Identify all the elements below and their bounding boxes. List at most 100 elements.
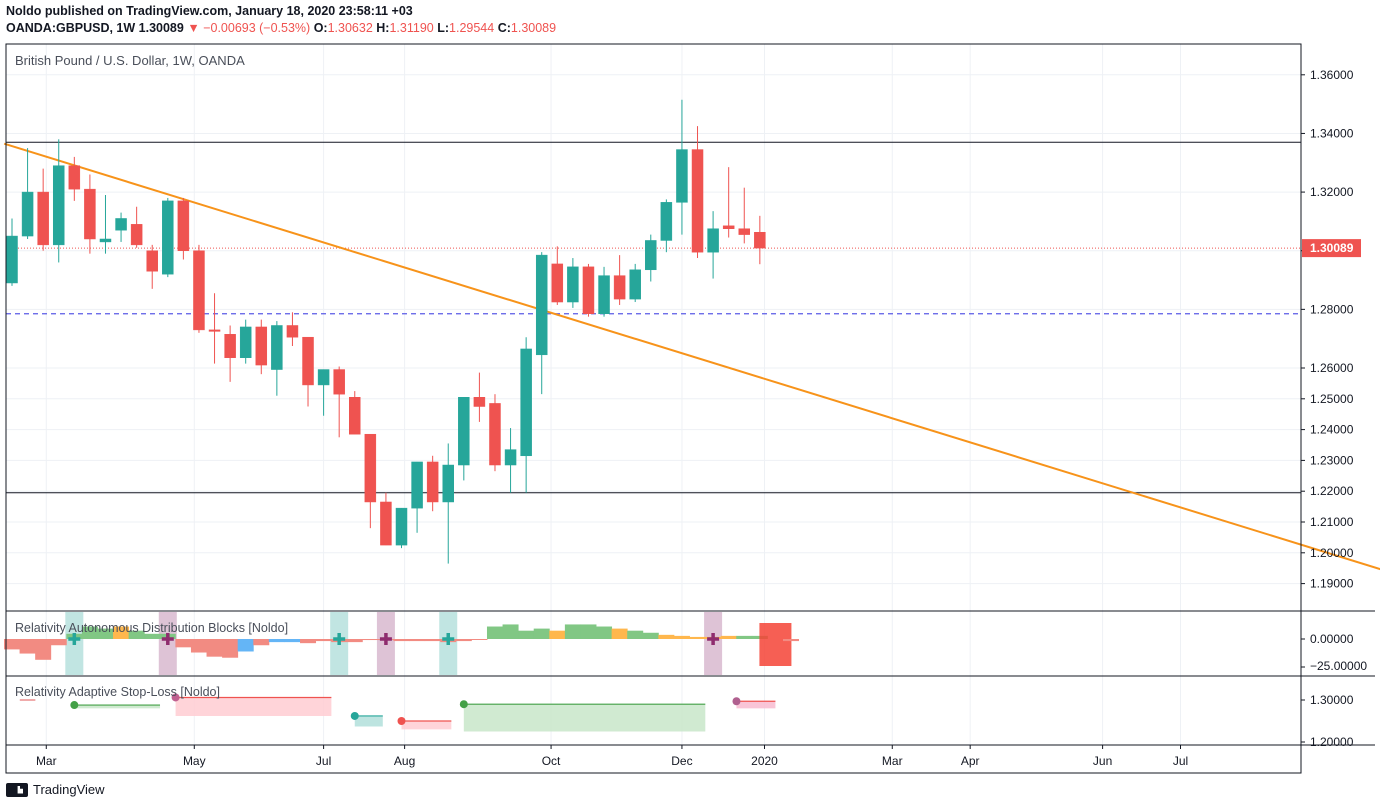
candle-body: [738, 228, 751, 235]
distribution-bar: [502, 624, 519, 639]
distribution-bar: [471, 639, 488, 640]
candle: [707, 211, 719, 279]
y-tick-label: 1.19000: [1310, 577, 1354, 591]
candle: [629, 263, 641, 303]
x-tick-label: May: [183, 754, 206, 768]
candle-body: [442, 464, 454, 503]
distribution-bar: [206, 639, 223, 657]
distribution-bar: [783, 639, 799, 642]
candle-body: [6, 235, 18, 284]
candle-body: [146, 250, 158, 272]
candle: [21, 148, 34, 239]
distribution-bar: [759, 623, 792, 666]
candle: [722, 167, 735, 238]
candle: [473, 372, 486, 422]
y-tick-label: 1.26000: [1310, 361, 1354, 375]
distribution-bar: [19, 639, 36, 654]
candle: [208, 293, 221, 364]
low-value: 1.29544: [449, 21, 495, 35]
y-tick-label: 1.32000: [1310, 185, 1354, 199]
distribution-bar: [237, 639, 254, 652]
distribution-bar: [144, 633, 161, 639]
ohlc-line: OANDA:GBPUSD, 1W 1.30089 ▼ −0.00693 (−0.…: [6, 20, 556, 37]
candle-body: [162, 200, 174, 275]
distribution-bar: [455, 639, 472, 642]
candle: [738, 187, 751, 244]
candle-body: [380, 501, 392, 546]
distribution-bar: [580, 624, 597, 639]
x-tick-label: Dec: [671, 754, 692, 768]
distribution-bar: [35, 639, 52, 660]
candle: [239, 319, 252, 364]
candle-body: [473, 397, 486, 407]
candle-body: [691, 149, 704, 253]
candle-body: [613, 275, 626, 300]
distribution-bar: [362, 639, 379, 641]
distribution-bar: [642, 632, 659, 639]
sell-cross-icon: [707, 633, 720, 645]
distribution-bar: [736, 635, 753, 639]
candle-body: [115, 218, 127, 231]
candle: [411, 461, 423, 533]
candle-body: [271, 325, 283, 370]
candle: [489, 394, 501, 472]
x-tick-label: 2020: [751, 754, 778, 768]
stop-loss-dot: [350, 711, 359, 720]
y-tick-label: 1.23000: [1310, 453, 1354, 467]
last-price-label: 1.30089: [1310, 241, 1354, 255]
distribution-bar: [113, 626, 130, 639]
publisher-line: Noldo published on TradingView.com, Janu…: [6, 3, 556, 20]
candle: [645, 234, 657, 282]
candle: [99, 195, 112, 254]
distribution-bar: [300, 639, 317, 644]
y-tick-label: 1.21000: [1310, 515, 1354, 529]
chart-title: British Pound / U.S. Dollar, 1W, OANDA: [15, 53, 245, 68]
stop-loss-dot: [732, 697, 741, 706]
candle: [676, 99, 688, 235]
candle-body: [722, 225, 735, 229]
distribution-bar: [518, 630, 535, 639]
candle-body: [707, 228, 719, 253]
chart-frame: [5, 43, 1302, 774]
candle-body: [193, 250, 205, 331]
buy-cross-icon: [68, 633, 81, 645]
distribution-bar: [689, 636, 706, 639]
candle-body: [458, 397, 470, 466]
candle: [613, 255, 626, 305]
sell-cross-icon: [161, 633, 174, 645]
candle: [660, 199, 673, 253]
distribution-bar: [284, 639, 301, 643]
candle: [520, 337, 532, 493]
candle: [754, 215, 766, 265]
candle-body: [37, 191, 49, 246]
candle: [380, 492, 392, 546]
low-label: L:: [437, 21, 450, 35]
candle: [598, 266, 610, 317]
candle-body: [364, 433, 377, 503]
distribution-bar: [50, 639, 67, 646]
open-label: O:: [313, 21, 328, 35]
close-value: 1.30089: [510, 21, 557, 35]
candle-body: [208, 329, 221, 332]
candle-body: [645, 240, 657, 271]
open-value: 1.30632: [327, 21, 373, 35]
candle: [146, 244, 158, 289]
candle: [504, 428, 517, 493]
tradingview-logo-icon: [6, 782, 28, 797]
panel3-y-tick-label: 1.20000: [1310, 735, 1354, 749]
candle-body: [535, 254, 548, 356]
candle: [535, 252, 548, 395]
stop-loss-band: [463, 704, 706, 732]
distribution-bar: [4, 639, 20, 650]
panel2-y-tick-label: 0.00000: [1310, 632, 1354, 646]
candle-body: [426, 461, 439, 503]
buy-cross-icon: [442, 633, 455, 645]
high-label: H:: [376, 21, 390, 35]
candle-body: [84, 188, 96, 240]
x-tick-label: Jul: [316, 754, 331, 768]
candle: [442, 443, 454, 564]
distribution-bar: [658, 634, 675, 639]
candle-body: [551, 263, 564, 303]
candles-layer: [6, 99, 766, 564]
